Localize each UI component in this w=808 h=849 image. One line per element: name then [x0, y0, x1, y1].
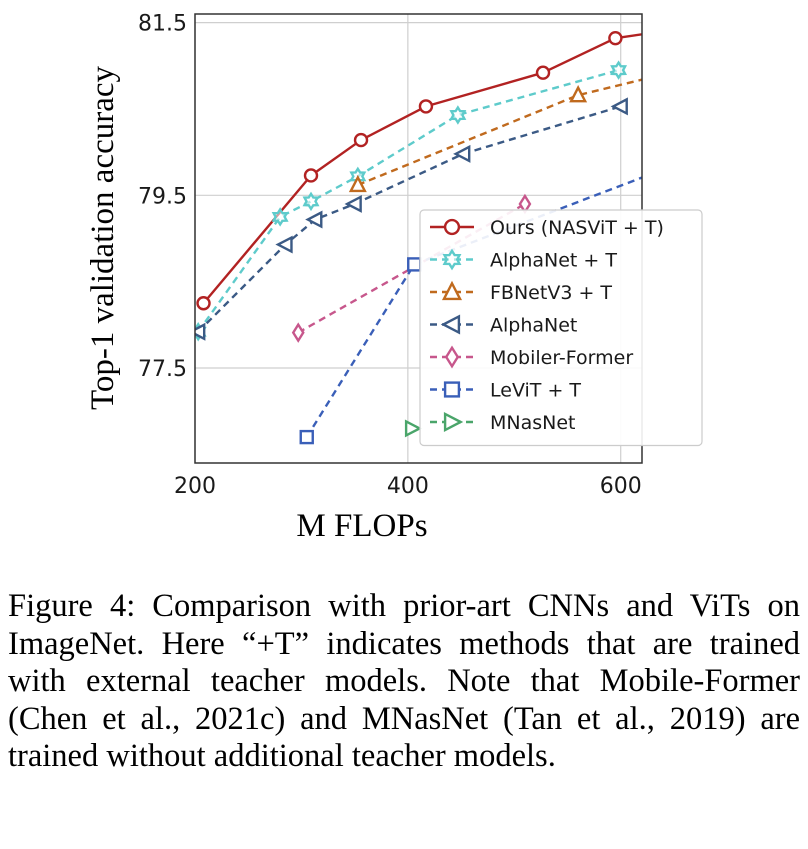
data-point [305, 210, 323, 229]
legend-entry: MNasNet [430, 411, 576, 434]
data-point [302, 191, 320, 212]
y-tick-label: 79.5 [138, 184, 187, 209]
legend-label: Mobiler-Former [490, 347, 633, 369]
series-line [197, 105, 622, 333]
data-point [196, 296, 211, 311]
data-point [453, 144, 471, 163]
ticks: 200 400 600 77.5 79.5 81.5 [138, 12, 642, 499]
legend-marker [443, 218, 461, 236]
legend: Ours (NASViT + T) AlphaNet + T FBNetV3 + T… [419, 209, 703, 447]
legend-entry: Ours (NASViT + T) [430, 217, 664, 239]
x-tick-label: 600 [600, 474, 642, 499]
y-tick-label: 77.5 [138, 357, 187, 382]
series-0 [196, 30, 642, 311]
x-tick-label: 400 [387, 474, 429, 499]
legend-label: FBNetV3 + T [490, 282, 612, 304]
y-tick-label: 81.5 [138, 12, 187, 37]
series-3 [195, 97, 628, 341]
legend-label: MNasNet [490, 412, 576, 434]
data-point [353, 132, 369, 148]
series-6 [404, 419, 423, 438]
data-point [195, 322, 206, 341]
x-axis-title: M FLOPs [296, 508, 427, 544]
data-point [299, 429, 314, 445]
series-line [357, 78, 642, 187]
data-point [407, 257, 422, 272]
legend-entry: Mobiler-Former [430, 345, 633, 369]
legend-entry: AlphaNet + T [430, 248, 617, 272]
data-point [303, 168, 319, 183]
legend-marker [441, 280, 463, 301]
data-point [275, 235, 293, 254]
data-point [291, 322, 305, 343]
data-point [418, 99, 434, 114]
chart: 200 400 600 77.5 79.5 81.5 M FLOPs Top-1 vali… [85, 12, 703, 544]
data-point [271, 207, 289, 227]
legend-label: AlphaNet [490, 315, 577, 337]
legend-box [419, 209, 703, 447]
legend-marker [440, 314, 461, 335]
legend-entry: FBNetV3 + T [430, 280, 612, 304]
x-tick-label: 200 [174, 474, 216, 499]
data-point [569, 85, 588, 103]
series-2 [348, 78, 642, 193]
legend-marker [444, 345, 460, 369]
figure-caption: Figure 4: Comparison with prior-art CNNs… [8, 588, 800, 774]
legend-marker [443, 381, 461, 398]
data-point [348, 174, 367, 193]
y-axis-title: Top-1 validation accuracy [85, 65, 121, 410]
legend-entry: LeViT + T [430, 380, 581, 402]
legend-marker [443, 411, 464, 433]
legend-marker [442, 248, 462, 271]
data-point [449, 105, 467, 125]
data-point [610, 97, 628, 116]
series-line [197, 68, 619, 333]
legend-entry: AlphaNet [430, 314, 577, 337]
data-point [404, 419, 423, 438]
legend-label: AlphaNet + T [490, 250, 617, 272]
data-point [610, 60, 628, 80]
legend-label: LeViT + T [490, 380, 581, 402]
data-point [535, 65, 551, 80]
data-point [344, 194, 362, 213]
legend-label: Ours (NASViT + T) [490, 217, 664, 239]
data-point [608, 30, 623, 46]
